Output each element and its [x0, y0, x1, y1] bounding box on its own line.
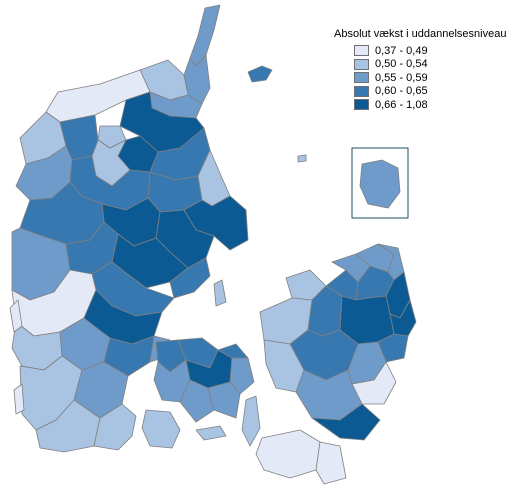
region-jutland — [11, 4, 249, 453]
legend-label: 0,60 - 0,65 — [375, 85, 428, 98]
island-fano — [9, 299, 23, 333]
legend-label: 0,37 - 0,49 — [375, 44, 428, 57]
legend-title: Absolut vækst i uddannelsesniveau — [334, 28, 507, 40]
municipality-langeland — [241, 395, 261, 447]
legend-label: 0,66 - 1,08 — [375, 98, 428, 111]
municipality-guldborgsund — [315, 441, 347, 485]
municipality-als — [141, 409, 181, 449]
municipality-bornholm — [359, 159, 401, 209]
municipality-vordingborg — [311, 403, 381, 441]
municipality-aero — [195, 425, 227, 441]
legend-swatch — [354, 45, 369, 57]
legend-swatch — [354, 58, 369, 70]
municipality-sonderborg — [93, 403, 137, 451]
island-samso — [213, 279, 227, 307]
legend-swatch — [354, 85, 369, 97]
legend-item: 0,50 - 0,54 — [354, 58, 504, 72]
legend-label: 0,50 - 0,54 — [375, 58, 428, 71]
legend-item: 0,55 - 0,59 — [354, 71, 504, 85]
island-romo — [13, 383, 25, 415]
map-legend: Absolut vækst i uddannelsesniveau 0,37 -… — [334, 28, 507, 112]
legend-swatch — [354, 72, 369, 84]
island-anholt — [297, 154, 307, 163]
legend-label: 0,55 - 0,59 — [375, 71, 428, 84]
municipality-svendborg — [207, 381, 241, 419]
legend-item: 0,66 - 1,08 — [354, 98, 504, 112]
island-laeso — [247, 65, 273, 83]
municipality-nyborg — [229, 357, 255, 395]
legend-swatch — [354, 99, 369, 111]
legend-items: 0,37 - 0,49 0,50 - 0,54 0,55 - 0,59 0,60 - … — [334, 44, 504, 112]
legend-item: 0,37 - 0,49 — [354, 44, 504, 58]
region-zealand — [259, 243, 417, 441]
legend-item: 0,60 - 0,65 — [354, 85, 504, 99]
municipality-lolland — [255, 429, 321, 479]
region-funen — [153, 337, 261, 447]
